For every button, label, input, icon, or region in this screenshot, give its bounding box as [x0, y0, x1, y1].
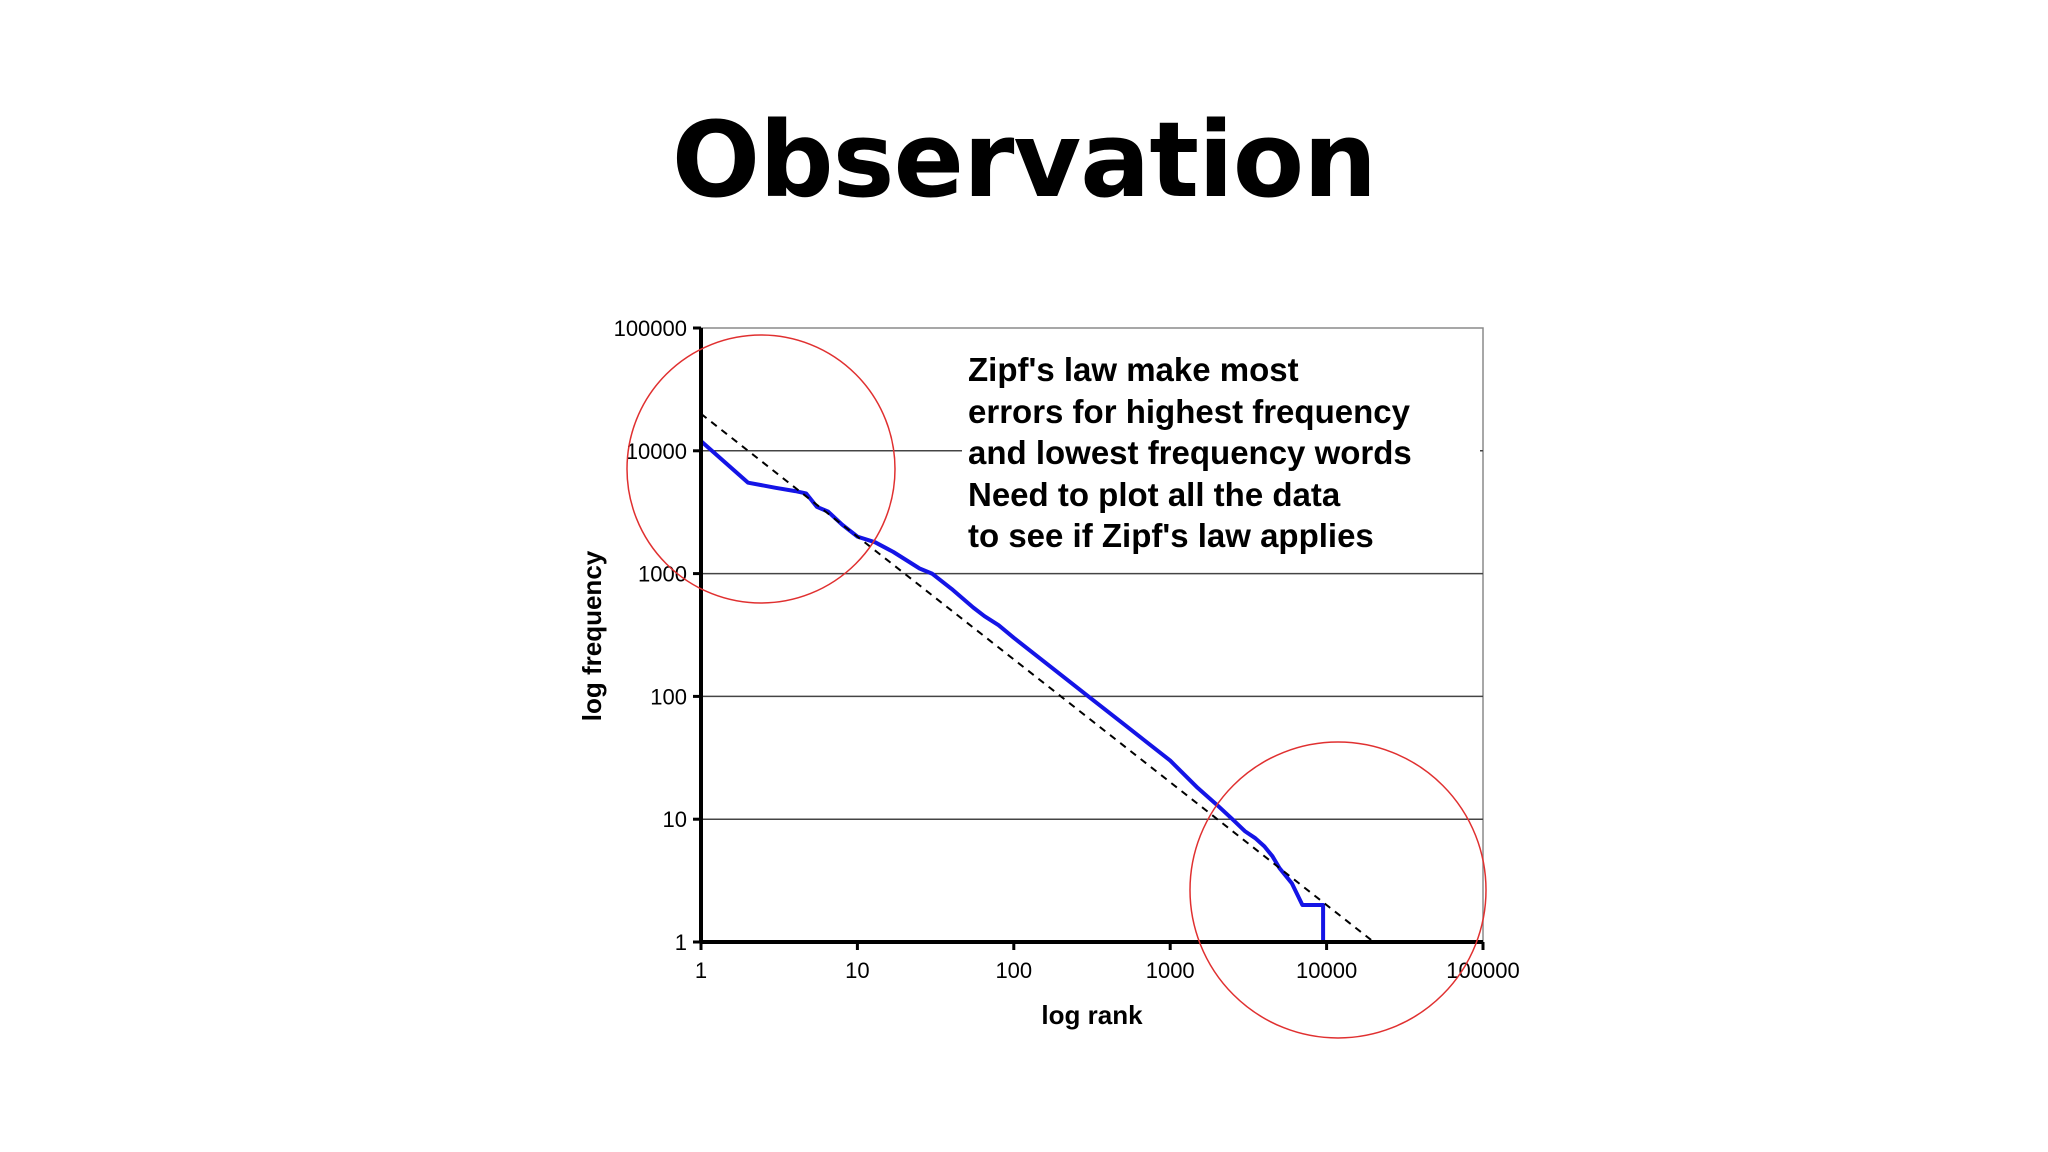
- y-axis-ticks: 1 10 100 1000 10000 100000: [614, 316, 701, 955]
- slide-title: Observation: [671, 99, 1377, 221]
- annotation-line-3: and lowest frequency words: [968, 434, 1412, 471]
- annotation-line-2: errors for highest frequency: [968, 393, 1411, 430]
- y-tick-label-10: 10: [663, 807, 687, 832]
- y-tick-label-1: 1: [675, 930, 687, 955]
- observed-frequency-line: [699, 439, 1374, 944]
- y-axis-title: log frequency: [577, 550, 607, 721]
- x-tick-label-1: 1: [695, 958, 707, 983]
- x-tick-label-10: 10: [845, 958, 869, 983]
- x-tick-label-1000: 1000: [1146, 958, 1195, 983]
- y-tick-label-100000: 100000: [614, 316, 687, 341]
- x-axis-ticks: 1 10 100 1000 10000 100000: [695, 942, 1520, 983]
- annotation-line-1: Zipf's law make most: [968, 351, 1299, 388]
- x-tick-label-10000: 10000: [1296, 958, 1357, 983]
- highlight-circle-low-frequency: [1189, 741, 1487, 1039]
- annotation-text: Zipf's law make most errors for highest …: [962, 346, 1480, 558]
- series-layer: [699, 413, 1375, 944]
- y-tick-label-1000: 1000: [638, 562, 687, 587]
- highlight-circle-high-frequency: [626, 334, 896, 604]
- x-axis-title: log rank: [1041, 1000, 1143, 1030]
- y-tick-label-100: 100: [650, 684, 687, 709]
- y-tick-label-10000: 10000: [626, 439, 687, 464]
- x-tick-label-100000: 100000: [1446, 958, 1519, 983]
- annotation-background: [962, 346, 1480, 558]
- annotation-line-4: Need to plot all the data: [968, 476, 1341, 513]
- x-tick-label-100: 100: [995, 958, 1032, 983]
- annotation-line-5: to see if Zipf's law applies: [968, 517, 1374, 554]
